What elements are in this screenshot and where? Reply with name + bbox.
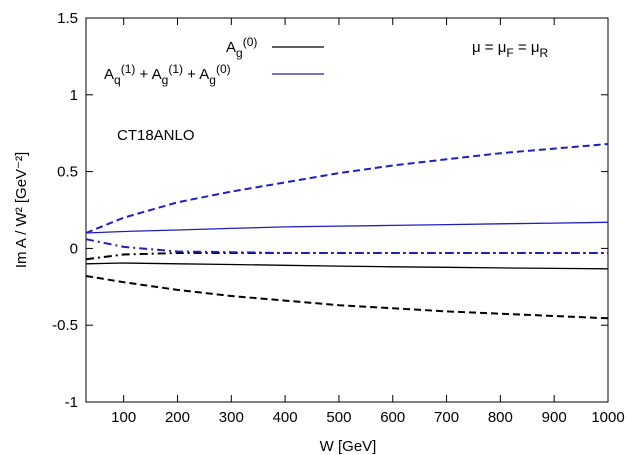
x-tick-label: 1000 <box>591 409 624 426</box>
plot-frame <box>85 17 609 403</box>
legend: Ag(0) Aq(1) + Ag(1) + Ag(0) <box>104 35 324 87</box>
y-tick-label: -1 <box>65 394 78 411</box>
legend-label-ag0: Ag(0) <box>226 35 257 60</box>
legend-label-sum: Aq(1) + Ag(1) + Ag(0) <box>104 62 231 87</box>
scale-annotation: μ = μF = μR <box>472 39 548 60</box>
y-tick-label: 1.5 <box>57 10 78 27</box>
y-tick-label: 0.5 <box>57 164 78 181</box>
x-tick-label: 600 <box>380 409 405 426</box>
y-tick-label: 1 <box>70 87 78 104</box>
x-tick-label: 200 <box>165 409 190 426</box>
x-tick-label: 700 <box>434 409 459 426</box>
y-tick-label: -0.5 <box>52 317 78 334</box>
series-line-4-solid <box>85 221 609 234</box>
series-group <box>85 143 609 320</box>
series-line-5-dashed <box>85 143 609 234</box>
x-tick-label: 300 <box>219 409 244 426</box>
x-tick-label: 400 <box>273 409 298 426</box>
y-axis-label: Im A / W² [GeV⁻²] <box>13 152 30 268</box>
x-axis-label: W [GeV] <box>320 438 377 455</box>
series-line-2-dashed <box>85 275 609 320</box>
ticks: 100 200 300 400 500 600 700 800 900 1000 -1 -0.5 0 0.… <box>52 10 625 426</box>
x-tick-label: 800 <box>488 409 513 426</box>
series-line-1-solid <box>85 262 609 270</box>
x-tick-label: 500 <box>326 409 351 426</box>
x-tick-label: 900 <box>542 409 567 426</box>
y-tick-label: 0 <box>70 240 78 257</box>
x-tick-label: 100 <box>111 409 136 426</box>
pdf-set-annotation: CT18ANLO <box>117 127 195 144</box>
series-line-6-dashdot <box>85 238 608 254</box>
